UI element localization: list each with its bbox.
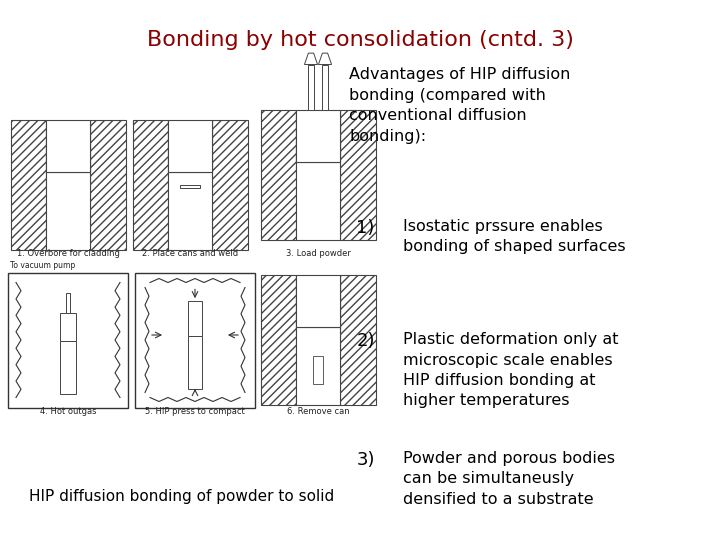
Polygon shape [208,301,225,389]
Bar [305,187,331,234]
Text: Plastic deformation only at
microscopic scale enables
HIP diffusion bonding at
h: Plastic deformation only at microscopic … [403,332,618,408]
Bar [200,187,205,246]
Text: 1): 1) [356,219,375,237]
Text: HIP diffusion bonding of powder to solid: HIP diffusion bonding of powder to solid [29,489,334,504]
Bar [305,342,331,397]
Text: 3. Load powder: 3. Load powder [286,249,351,258]
Text: 4. Hot outgas: 4. Hot outgas [40,407,96,416]
Polygon shape [340,110,376,240]
Polygon shape [81,313,95,394]
Text: 3): 3) [356,451,375,469]
Bar [168,120,212,172]
Bar [180,185,200,187]
Bar [188,336,202,389]
Polygon shape [55,313,60,341]
Polygon shape [318,53,331,64]
Text: Powder and porous bodies
can be simultaneusly
densified to a substrate: Powder and porous bodies can be simultan… [403,451,615,507]
Text: To vacuum pump: To vacuum pump [10,261,76,271]
Bar [168,172,212,250]
Bar [60,341,76,394]
Polygon shape [76,313,81,341]
Bar [46,120,90,172]
Polygon shape [212,120,248,250]
Text: 2. Place cans and weld: 2. Place cans and weld [142,249,238,258]
Bar [296,110,340,162]
Bar [66,293,70,313]
Polygon shape [132,120,168,250]
Polygon shape [181,301,188,336]
Bar [296,327,340,405]
Polygon shape [165,301,181,389]
Bar [8,273,128,408]
Bar [296,162,340,240]
Polygon shape [11,120,46,250]
Text: Advantages of HIP diffusion
bonding (compared with
conventional diffusion
bondin: Advantages of HIP diffusion bonding (com… [349,68,570,144]
Polygon shape [90,120,125,250]
Polygon shape [261,110,296,240]
Polygon shape [340,275,376,405]
Bar [175,187,180,246]
Polygon shape [261,275,296,405]
Polygon shape [202,301,208,336]
Bar [175,242,205,246]
Text: 6. Remove can: 6. Remove can [287,407,349,416]
Text: Bonding by hot consolidation (cntd. 3): Bonding by hot consolidation (cntd. 3) [147,30,573,50]
Bar [60,313,76,341]
Polygon shape [62,279,74,293]
Bar [313,356,323,383]
Bar [135,273,255,408]
Text: 2): 2) [356,332,375,350]
Polygon shape [41,313,55,394]
Text: 5. HIP press to compact: 5. HIP press to compact [145,407,245,416]
Text: Isostatic prssure enables
bonding of shaped surfaces: Isostatic prssure enables bonding of sha… [403,219,626,254]
Bar [323,64,328,110]
Bar [188,301,202,336]
Bar [189,347,201,383]
Bar [308,64,314,110]
Polygon shape [305,53,318,64]
Bar [46,172,90,250]
Bar [296,275,340,327]
Text: 1. Overbore for cladding: 1. Overbore for cladding [17,249,120,258]
